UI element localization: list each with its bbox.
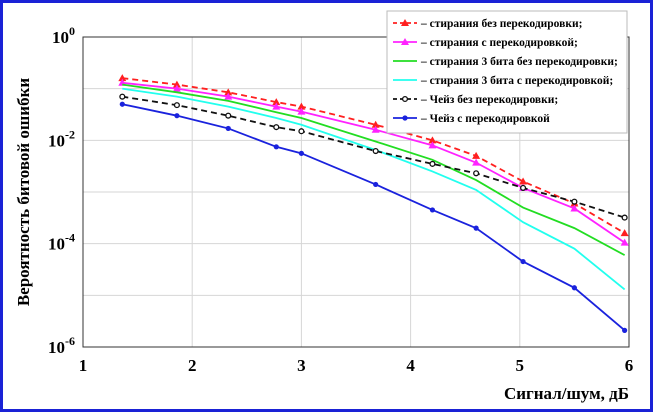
data-point — [473, 225, 479, 231]
data-point — [273, 124, 280, 131]
data-point — [472, 158, 481, 166]
data-point — [224, 92, 233, 100]
legend-label: – стирания с перекодировкой; — [420, 37, 578, 49]
data-point — [297, 102, 306, 110]
series-group — [118, 74, 629, 333]
legend-entry: – стирания с перекодировкой; — [393, 37, 578, 49]
legend-entry: – Чейз с перекодировкой — [393, 113, 550, 125]
data-point — [174, 113, 180, 119]
data-point — [118, 74, 127, 82]
legend-marker — [401, 19, 409, 26]
data-point — [272, 98, 281, 106]
y-tick-label: 10-6 — [48, 334, 75, 357]
data-point — [472, 151, 481, 159]
series-line — [122, 77, 626, 234]
data-point — [173, 102, 180, 109]
legend-entry: – стирания без перекодировки; — [393, 18, 582, 30]
data-point — [225, 125, 231, 132]
data-point — [570, 204, 579, 212]
x-tick-label: 4 — [406, 356, 415, 375]
data-point — [621, 214, 628, 221]
legend-entry: – стирания 3 бита без перекодировки; — [393, 56, 618, 68]
x-tick-label: 5 — [516, 356, 525, 375]
legend-label: – стирания 3 бита без перекодировки; — [420, 56, 618, 68]
legend-marker — [401, 38, 409, 45]
data-point — [571, 285, 578, 291]
series-2 — [122, 83, 626, 256]
data-point — [429, 160, 436, 167]
data-point — [519, 177, 528, 185]
data-point — [297, 107, 306, 115]
data-point — [119, 101, 125, 107]
data-point — [225, 112, 232, 119]
data-point — [520, 184, 527, 191]
legend-label: – Чейз без перекодировки; — [420, 94, 558, 106]
x-tick-label: 2 — [188, 356, 197, 375]
series-1 — [118, 78, 629, 246]
series-5 — [119, 101, 628, 333]
series-line — [122, 95, 625, 219]
data-point — [372, 148, 379, 155]
data-point — [273, 144, 279, 150]
data-point — [571, 198, 578, 205]
data-point — [298, 128, 305, 135]
data-point — [119, 93, 126, 100]
y-tick-label: 10-4 — [48, 231, 75, 254]
legend-entry: – Чейз без перекодировки; — [393, 94, 558, 106]
tick-labels: 1 2 3 4 5 6 100 10-2 10-4 10-6 — [48, 24, 633, 375]
data-point — [520, 258, 526, 265]
data-point — [473, 170, 480, 177]
series-4 — [119, 93, 628, 221]
data-point — [429, 207, 436, 213]
legend-marker — [402, 115, 408, 121]
data-point — [428, 136, 437, 144]
plot-box — [82, 36, 630, 348]
x-axis-label: Сигнал/шум, дБ — [504, 384, 629, 403]
legend-box — [386, 10, 628, 134]
data-point — [224, 88, 233, 96]
x-tick-label: 3 — [297, 356, 306, 375]
legend-label: – Чейз с перекодировкой — [420, 113, 550, 125]
data-point — [272, 102, 281, 110]
data-point — [373, 181, 379, 188]
legend-label: – стирания без перекодировки; — [420, 18, 582, 30]
data-point — [172, 84, 181, 92]
series-0 — [118, 74, 629, 237]
y-axis-label: Вероятность битовой ошибки — [14, 78, 33, 307]
x-tick-label: 1 — [79, 356, 88, 375]
data-point — [371, 120, 380, 128]
data-point — [371, 125, 380, 133]
legend-marker — [401, 95, 409, 103]
legend-label: – стирания 3 бита с перекодировкой; — [420, 75, 613, 87]
data-point — [172, 80, 181, 88]
data-point — [622, 327, 628, 333]
legend: – стирания без перекодировки; – стирания … — [386, 10, 628, 134]
axes — [82, 36, 630, 348]
legend-entry: – стирания 3 бита с перекодировкой; — [393, 75, 613, 87]
data-point — [620, 238, 629, 246]
x-tick-label: 6 — [625, 356, 634, 375]
data-point — [428, 141, 437, 149]
data-point — [298, 150, 304, 156]
y-tick-label: 10-2 — [48, 127, 75, 150]
chart: 1 2 3 4 5 6 100 10-2 10-4 10-6 Вероятность битово… — [14, 10, 633, 403]
data-point — [620, 229, 629, 237]
y-tick-label: 100 — [52, 24, 75, 47]
series-line — [122, 83, 626, 256]
